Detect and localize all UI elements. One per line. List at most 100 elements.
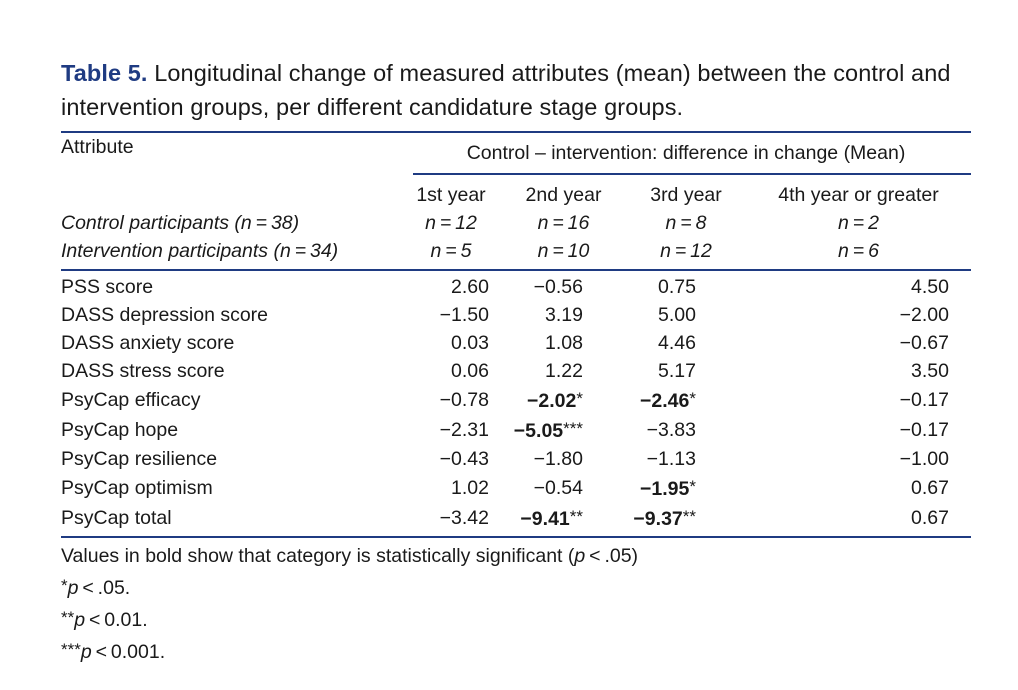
value-cell: −1.80 — [501, 445, 626, 473]
attribute-header: Attribute — [61, 136, 134, 158]
cell-value: −1.13 — [646, 448, 696, 470]
cell-value: −0.17 — [899, 389, 949, 411]
control-n-cell: n = 8 — [665, 212, 707, 234]
cell-value: −0.54 — [533, 477, 583, 499]
value-cell: 5.17 — [626, 357, 746, 385]
row-attribute-label: PSS score — [61, 276, 154, 298]
cell-value: 4.46 — [658, 332, 696, 354]
control-n-cell: n = 12 — [425, 212, 477, 234]
cell-value: 0.67 — [911, 507, 949, 529]
table-row: PsyCap total −3.42 −9.41** −9.37** 0.67 — [61, 503, 971, 533]
cell-value: −0.78 — [439, 389, 489, 411]
cell-value: 0.06 — [451, 360, 489, 382]
intervention-n-row: Intervention participants (n = 34) n = 5… — [61, 237, 971, 265]
value-cell: 0.67 — [746, 503, 971, 533]
value-cell: 0.67 — [746, 473, 971, 503]
data-table: Control – intervention: difference in ch… — [61, 133, 972, 175]
row-attribute-label: PsyCap efficacy — [61, 389, 201, 411]
cell-value: −3.42 — [439, 507, 489, 529]
top-rule — [61, 131, 971, 133]
table-row: PsyCap resilience −0.43 −1.80 −1.13 −1.00 — [61, 445, 971, 473]
row-attribute-label: PsyCap resilience — [61, 448, 218, 470]
intervention-n-cell: n = 12 — [660, 240, 712, 262]
value-cell: −0.17 — [746, 385, 971, 415]
significance-marker: * — [689, 389, 696, 408]
spanning-header: Control – intervention: difference in ch… — [401, 133, 972, 175]
row-attribute-label: DASS depression score — [61, 304, 269, 326]
table-row: PsyCap optimism 1.02 −0.54 −1.95* 0.67 — [61, 473, 971, 503]
table-row: DASS anxiety score 0.03 1.08 4.46 −0.67 — [61, 329, 971, 357]
cell-value: −3.83 — [646, 419, 696, 441]
cell-value: 5.00 — [658, 304, 696, 326]
value-cell: 2.60 — [401, 273, 501, 301]
value-cell: −1.13 — [626, 445, 746, 473]
value-cell: −2.46* — [626, 385, 746, 415]
cell-value: −0.17 — [899, 419, 949, 441]
year-header-row: 1st year 2nd year 3rd year 4th year or g… — [61, 181, 971, 209]
cell-value: 1.08 — [545, 332, 583, 354]
cell-value: 3.19 — [545, 304, 583, 326]
value-cell: −1.00 — [746, 445, 971, 473]
value-cell: −2.31 — [401, 415, 501, 445]
footnote-sig2: **p < 0.01. — [61, 608, 148, 631]
control-n-cell: n = 16 — [537, 212, 590, 234]
intervention-n-cell: n = 6 — [838, 240, 879, 262]
value-cell: −2.02* — [501, 385, 626, 415]
row-attribute-label: PsyCap optimism — [61, 477, 213, 499]
cell-value: −2.00 — [899, 304, 949, 326]
row-attribute-label: PsyCap hope — [61, 419, 179, 441]
cell-value: −1.80 — [533, 448, 583, 470]
value-cell: 0.03 — [401, 329, 501, 357]
footnote-sig1: *p < .05. — [61, 576, 131, 599]
value-cell: −9.37** — [626, 503, 746, 533]
table-label: Table 5. — [61, 60, 148, 86]
table-row: PsyCap efficacy −0.78 −2.02* −2.46* −0.17 — [61, 385, 971, 415]
cell-value: 5.17 — [658, 360, 696, 382]
cell-value: −1.95* — [640, 477, 696, 500]
significance-marker: *** — [563, 419, 583, 438]
table-footnotes: Values in bold show that category is sta… — [61, 542, 971, 667]
cell-value: −1.00 — [899, 448, 949, 470]
value-cell: 4.46 — [626, 329, 746, 357]
table-row: PSS score 2.60 −0.56 0.75 4.50 — [61, 273, 971, 301]
value-cell: −0.17 — [746, 415, 971, 445]
control-participants-label: Control participants (n = 38) — [61, 212, 300, 234]
intervention-n-cell: n = 5 — [430, 240, 472, 262]
value-cell: 5.00 — [626, 301, 746, 329]
row-attribute-label: DASS stress score — [61, 360, 225, 382]
table-caption-text: Longitudinal change of measured attribut… — [61, 60, 951, 120]
value-cell: −5.05*** — [501, 415, 626, 445]
cell-value: 0.75 — [658, 276, 696, 298]
value-cell: −1.50 — [401, 301, 501, 329]
intervention-participants-label: Intervention participants (n = 34) — [61, 240, 339, 262]
value-cell: 1.22 — [501, 357, 626, 385]
cell-value: −0.56 — [533, 276, 583, 298]
value-cell: −1.95* — [626, 473, 746, 503]
cell-value: −9.37** — [633, 507, 696, 530]
cell-value: −2.31 — [439, 419, 489, 441]
value-cell: −0.56 — [501, 273, 626, 301]
value-cell: −0.54 — [501, 473, 626, 503]
table-figure: Table 5. Longitudinal change of measured… — [61, 56, 972, 667]
table-caption: Table 5. Longitudinal change of measured… — [61, 56, 971, 124]
table-row: PsyCap hope −2.31 −5.05*** −3.83 −0.17 — [61, 415, 971, 445]
value-cell: 1.08 — [501, 329, 626, 357]
value-cell: −0.67 — [746, 329, 971, 357]
footnote-sig3: ***p < 0.001. — [61, 640, 166, 663]
cell-value: −2.02* — [527, 389, 583, 412]
value-cell: −0.78 — [401, 385, 501, 415]
col-2nd-year: 2nd year — [525, 184, 602, 206]
row-attribute-label: DASS anxiety score — [61, 332, 235, 354]
row-attribute-label: PsyCap total — [61, 507, 172, 529]
cell-value: 0.67 — [911, 477, 949, 499]
cell-value: 3.50 — [911, 360, 949, 382]
value-cell: −0.43 — [401, 445, 501, 473]
body-table: PSS score 2.60 −0.56 0.75 4.50 DASS depressio… — [61, 273, 971, 533]
cell-value: −9.41** — [520, 507, 583, 530]
value-cell: 3.19 — [501, 301, 626, 329]
significance-marker: * — [576, 389, 583, 408]
control-n-cell: n = 2 — [838, 212, 879, 234]
header-bottom-rule — [61, 269, 971, 271]
value-cell: 0.75 — [626, 273, 746, 301]
significance-marker: * — [689, 477, 696, 496]
